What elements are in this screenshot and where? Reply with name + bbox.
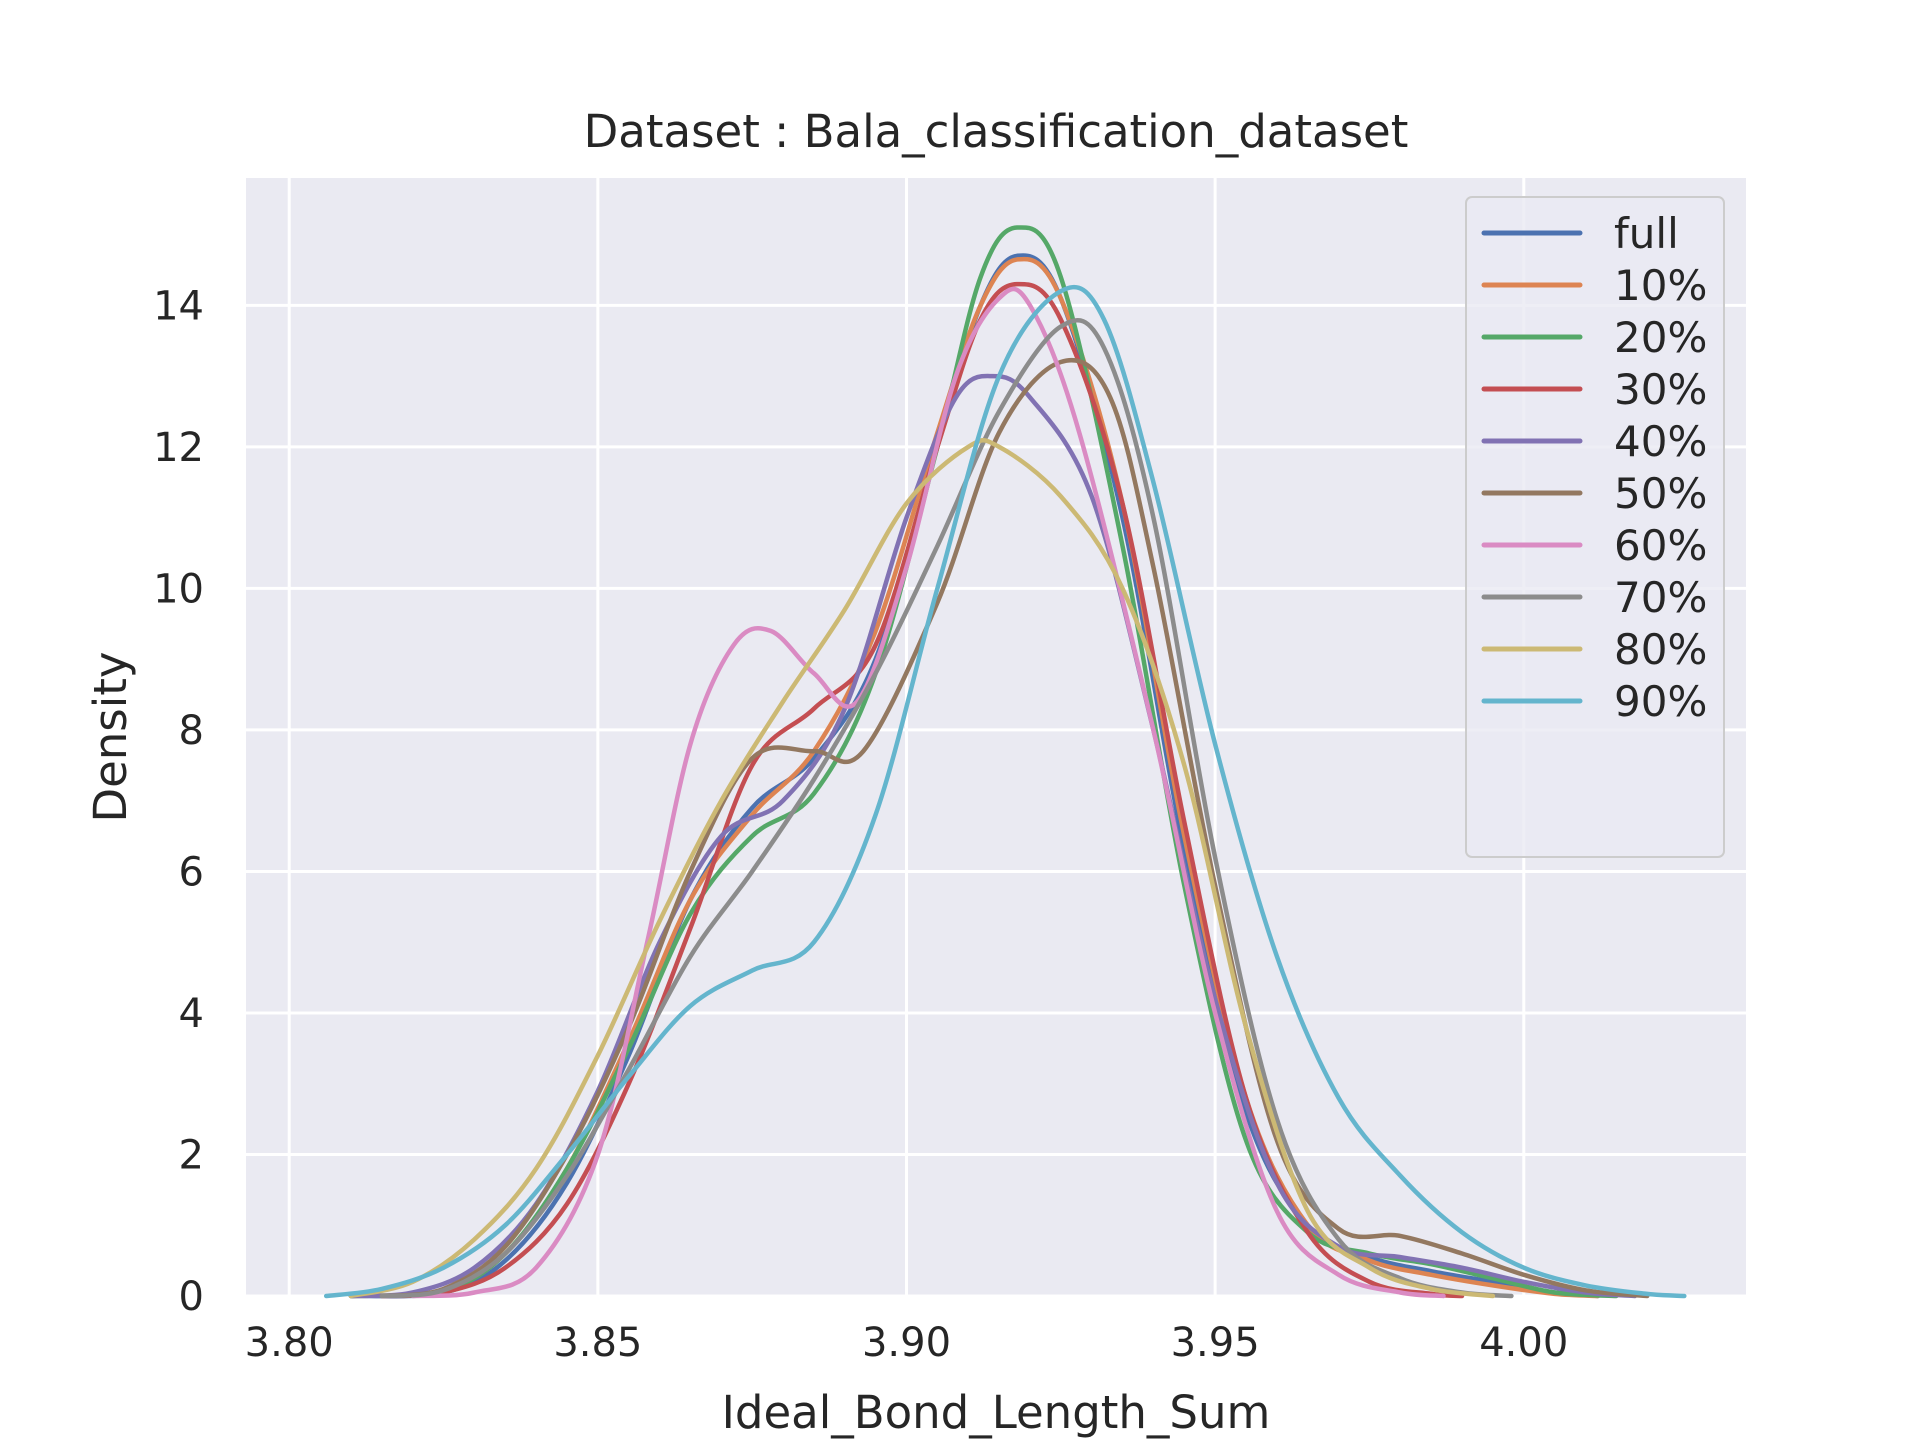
legend-label-30pct: 30% (1614, 365, 1707, 414)
series-layer (323, 225, 1687, 1299)
x-tick-label: 3.85 (553, 1320, 642, 1366)
legend-label-full: full (1614, 209, 1679, 258)
x-tick-label: 3.80 (245, 1320, 334, 1366)
y-tick-label: 2 (179, 1132, 204, 1178)
x-tick-label: 3.95 (1171, 1320, 1260, 1366)
series-line-90pct (323, 285, 1687, 1299)
series-line-80pct (348, 438, 1496, 1299)
legend-label-40pct: 40% (1614, 417, 1707, 466)
legend-label-10pct: 10% (1614, 261, 1707, 310)
y-tick-label: 4 (179, 991, 204, 1037)
y-tick-label: 12 (153, 425, 204, 471)
legend-label-70pct: 70% (1614, 573, 1707, 622)
tick-labels: 3.80 3.85 3.90 3.95 4.00 0 2 4 6 8 10 12 14 (153, 283, 1568, 1366)
y-tick-label: 10 (153, 566, 204, 612)
y-tick-label: 14 (153, 283, 204, 329)
y-tick-label: 6 (179, 849, 204, 895)
series-line-60pct (410, 286, 1446, 1299)
x-tick-label: 4.00 (1479, 1320, 1568, 1366)
legend-label-80pct: 80% (1614, 625, 1707, 674)
legend-label-90pct: 90% (1614, 677, 1707, 726)
legend-label-60pct: 60% (1614, 521, 1707, 570)
y-axis-label: Density (84, 651, 137, 822)
chart-title: Dataset : Bala_classification_dataset (584, 105, 1409, 158)
legend-label-50pct: 50% (1614, 469, 1707, 518)
x-axis-label: Ideal_Bond_Length_Sum (722, 1386, 1271, 1439)
series-line-50pct (379, 357, 1650, 1299)
x-tick-label: 3.90 (862, 1320, 951, 1366)
legend-box (1465, 196, 1725, 858)
y-tick-label: 8 (179, 708, 204, 754)
y-tick-label: 0 (179, 1274, 204, 1320)
legend-label-20pct: 20% (1614, 313, 1707, 362)
